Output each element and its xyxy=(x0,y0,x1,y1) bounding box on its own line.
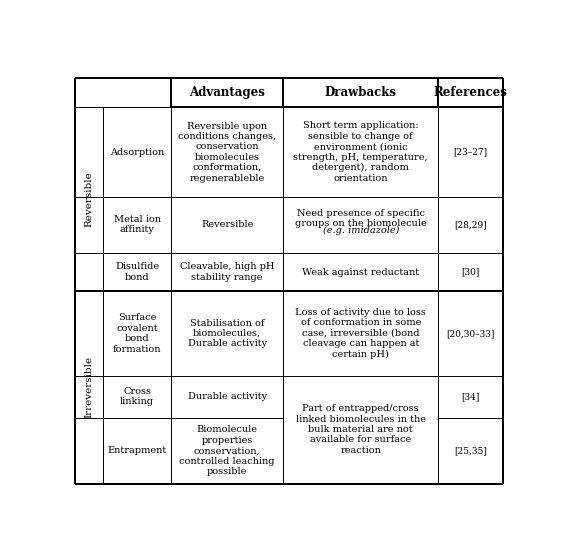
Text: Short term application:
sensible to change of
environment (ionic
strength, pH, t: Short term application: sensible to chan… xyxy=(293,122,428,182)
Text: [30]: [30] xyxy=(461,267,480,277)
Text: Adsorption: Adsorption xyxy=(110,147,164,157)
Text: Cross
linking: Cross linking xyxy=(120,387,154,407)
Text: Surface
covalent
bond
formation: Surface covalent bond formation xyxy=(113,313,161,353)
Text: Loss of activity due to loss
of conformation in some
case, irreversible (bond
cl: Loss of activity due to loss of conforma… xyxy=(296,308,426,359)
Text: Stabilisation of
biomolecules,
Durable activity: Stabilisation of biomolecules, Durable a… xyxy=(188,318,267,349)
Text: (e.g. imidazole): (e.g. imidazole) xyxy=(323,226,399,236)
Text: [23–27]: [23–27] xyxy=(453,147,488,157)
Text: Drawbacks: Drawbacks xyxy=(325,87,396,99)
Text: Weak against reductant: Weak against reductant xyxy=(302,267,419,277)
Text: Metal ion
affinity: Metal ion affinity xyxy=(114,215,161,235)
Text: Cleavable, high pH
stability range: Cleavable, high pH stability range xyxy=(180,262,275,282)
Text: Irreversible: Irreversible xyxy=(85,356,94,419)
Text: [20,30–33]: [20,30–33] xyxy=(447,329,495,338)
Text: [34]: [34] xyxy=(461,392,480,401)
Text: Reversible: Reversible xyxy=(201,220,253,229)
Text: Disulfide
bond: Disulfide bond xyxy=(115,262,159,282)
Text: Biomolecule
properties
conservation,
controlled leaching
possible: Biomolecule properties conservation, con… xyxy=(179,425,275,476)
Text: Entrapment: Entrapment xyxy=(108,446,167,455)
Text: [28,29]: [28,29] xyxy=(455,220,487,229)
Text: Reversible upon
conditions changes,
conservation
biomolecules
conformation,
rege: Reversible upon conditions changes, cons… xyxy=(178,122,276,182)
Text: Advantages: Advantages xyxy=(190,87,265,99)
Text: Durable activity: Durable activity xyxy=(188,392,267,401)
Text: Part of entrapped/cross
linked biomolecules in the
bulk material are not
availab: Part of entrapped/cross linked biomolecu… xyxy=(296,404,426,455)
Text: Reversible: Reversible xyxy=(85,172,94,227)
Text: References: References xyxy=(434,87,508,99)
Text: Need presence of specific
groups on the biomolecule: Need presence of specific groups on the … xyxy=(295,209,426,228)
Text: [25,35]: [25,35] xyxy=(454,446,487,455)
